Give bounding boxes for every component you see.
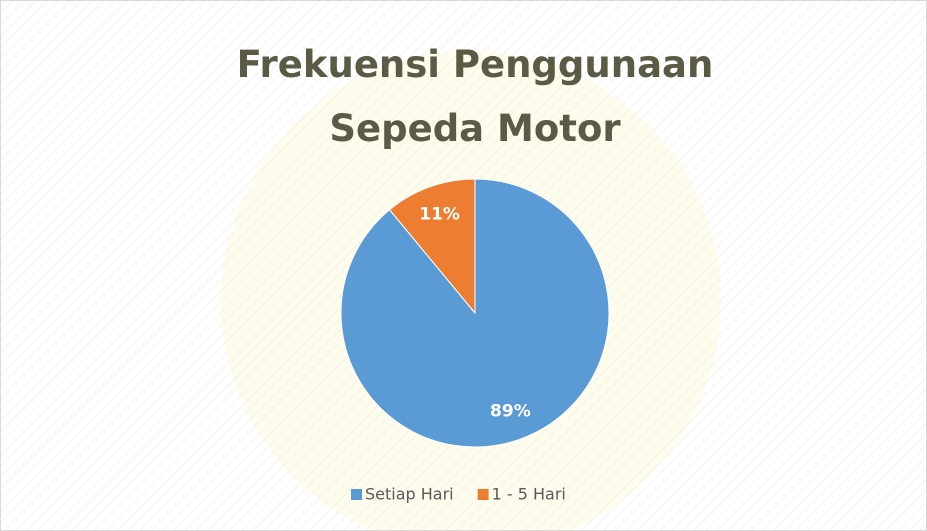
legend-swatch (478, 489, 489, 500)
data-label: 11% (419, 205, 460, 225)
data-label: 89% (490, 401, 531, 421)
legend-swatch (351, 489, 362, 500)
pie: 89% 11% (341, 179, 609, 447)
legend-label: Setiap Hari (365, 485, 454, 504)
chart-area: 89% 11% Setiap Hari 1 - 5 Hari Frekuensi P… (0, 0, 927, 531)
chart-title: Frekuensi Penggunaan Sepeda Motor (155, 33, 795, 161)
legend-label: 1 - 5 Hari (492, 485, 566, 504)
